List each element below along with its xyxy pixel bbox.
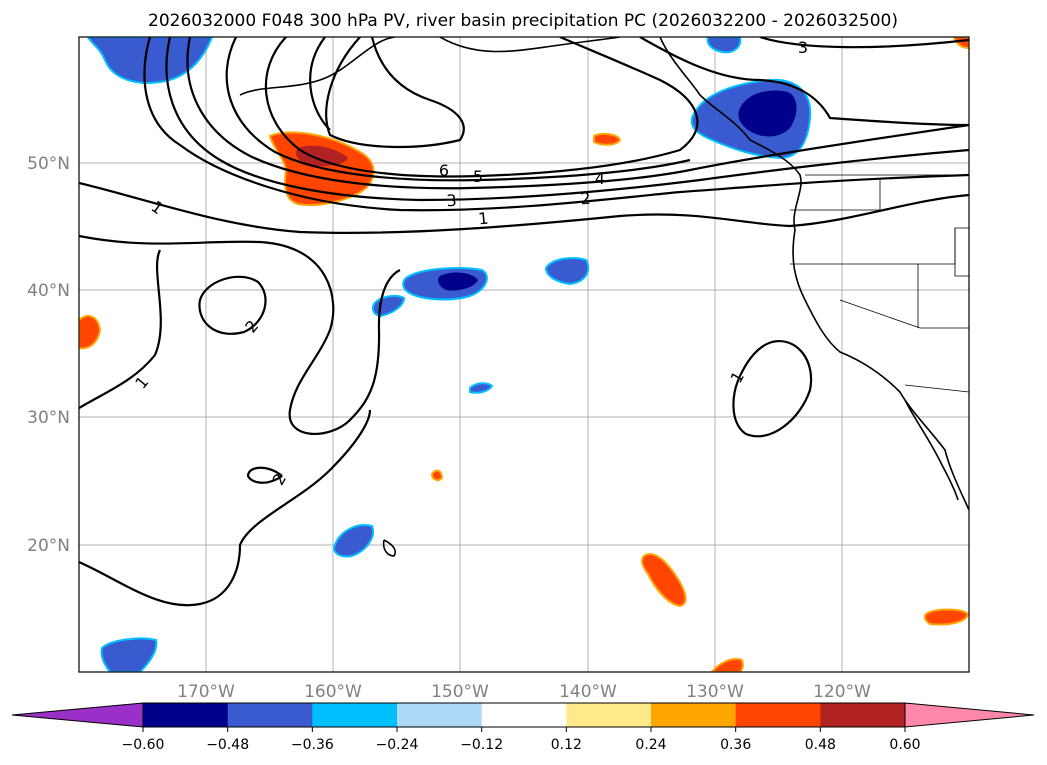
contour-label: 3 (446, 191, 457, 211)
colorbar-segment (735, 703, 821, 727)
pos-anomaly-gulf-core (296, 145, 348, 166)
lon-labels: 170°W 160°W 150°W 140°W 130°W 120°W (177, 682, 871, 702)
border-state-5 (954, 228, 969, 277)
lat-tick-label: 30°N (27, 408, 70, 428)
pos-anomaly-small-n (593, 132, 622, 146)
colorbar-segment (143, 703, 229, 727)
pos-anomaly-bottom (710, 658, 744, 672)
pv-contour-1-main (79, 181, 969, 234)
contour-label: 4 (595, 169, 605, 188)
border-state-1 (790, 180, 881, 211)
colorbar: −0.60 −0.48 −0.36 −0.24 −0.12 0.12 0.24 0.36 0.4… (11, 702, 1035, 753)
colorbar-tick-label: 0.48 (805, 737, 836, 753)
pv-contour-2-small (246, 466, 283, 484)
colorbar-extend-high (904, 702, 1035, 728)
pv-contours (79, 37, 969, 607)
neg-anomaly-ak (706, 37, 742, 54)
pos-anomaly-se (923, 608, 969, 626)
precip-anomalies (79, 37, 969, 672)
map-area: 1 2 3 4 5 6 3 1 2 1 2 1 (79, 37, 969, 672)
contour-label: 1 (477, 209, 489, 229)
colorbar-segment (820, 703, 906, 727)
lon-tick-label: 140°W (559, 682, 617, 702)
pos-anomaly-south (640, 553, 687, 608)
map-frame (78, 36, 970, 673)
lat-tick-label: 40°N (27, 281, 70, 301)
pv-contour-6 (264, 37, 699, 178)
lat-tick-label: 20°N (27, 536, 70, 556)
colorbar-tick-label: 0.36 (720, 737, 751, 753)
neg-anomaly-central-core (438, 272, 478, 291)
colorbar-tick-label: −0.12 (460, 737, 503, 753)
neg-anomaly-nw (86, 37, 214, 84)
colorbar-segment (566, 703, 652, 727)
pv-contour-2 (143, 37, 969, 212)
coastline-alaska-2 (439, 37, 621, 53)
lon-tick-label: 120°W (813, 682, 871, 702)
lon-tick-label: 130°W (686, 682, 744, 702)
colorbar-segment (227, 703, 313, 727)
colorbar-tick-label: 0.60 (889, 737, 920, 753)
colorbar-segment (312, 703, 398, 727)
coastline-hawaii (382, 539, 397, 557)
colorbar-segment (481, 703, 567, 727)
pos-anomaly-tiny (430, 469, 444, 482)
pv-contour-2-loop (198, 275, 267, 335)
neg-anomaly-tiny (469, 382, 494, 394)
contour-label: 5 (473, 167, 483, 186)
contour-label: 3 (798, 38, 808, 57)
colorbar-tick-label: −0.48 (206, 737, 249, 753)
colorbar-segment (651, 703, 737, 727)
contour-label: 2 (580, 189, 591, 209)
neg-anomaly-sw (100, 637, 158, 672)
colorbar-extend-low (11, 702, 144, 728)
coastlines (239, 37, 969, 557)
colorbar-tick-label: −0.24 (376, 737, 419, 753)
coastline-north-america (659, 37, 969, 511)
pv-contour-inner-c (639, 37, 969, 127)
pv-contour-1-south (79, 409, 372, 607)
political-borders (790, 174, 969, 393)
pv-contour-4 (186, 37, 969, 190)
colorbar-tick-label: 0.12 (551, 737, 582, 753)
lon-tick-label: 160°W (304, 682, 362, 702)
lon-tick-label: 170°W (177, 682, 235, 702)
pv-contour-1-west (79, 234, 401, 436)
pv-contour-1-east-loop (732, 339, 813, 438)
contour-label: 6 (439, 161, 449, 180)
pv-contour-inner-a (309, 37, 331, 131)
colorbar-tick-label: −0.60 (122, 737, 165, 753)
chart-title: 2026032000 F048 300 hPa PV, river basin … (148, 11, 898, 31)
coastline-alaska (239, 37, 396, 96)
neg-anomaly-east (544, 257, 590, 286)
colorbar-segment (397, 703, 483, 727)
pv-contour-inner-b (325, 37, 465, 149)
coastline-baja (904, 399, 959, 501)
pv-contour-5 (225, 37, 691, 182)
lat-labels: 50°N 40°N 30°N 20°N (27, 154, 70, 556)
colorbar-frame (142, 702, 906, 728)
pv-contour-3-ne (759, 37, 969, 49)
colorbar-tick-label: 0.24 (635, 737, 666, 753)
lat-tick-label: 50°N (27, 154, 70, 174)
border-state-3 (839, 299, 969, 329)
pos-anomaly-west-edge (79, 314, 102, 350)
pv-contour-3 (165, 37, 969, 202)
lon-tick-label: 150°W (431, 682, 489, 702)
neg-anomaly-bc-core (738, 90, 797, 137)
border-us-mexico (904, 384, 969, 393)
neg-anomaly-hawaii (332, 524, 374, 558)
pv-contour-1-sw (79, 249, 162, 409)
colorbar-tick-label: −0.36 (291, 737, 334, 753)
